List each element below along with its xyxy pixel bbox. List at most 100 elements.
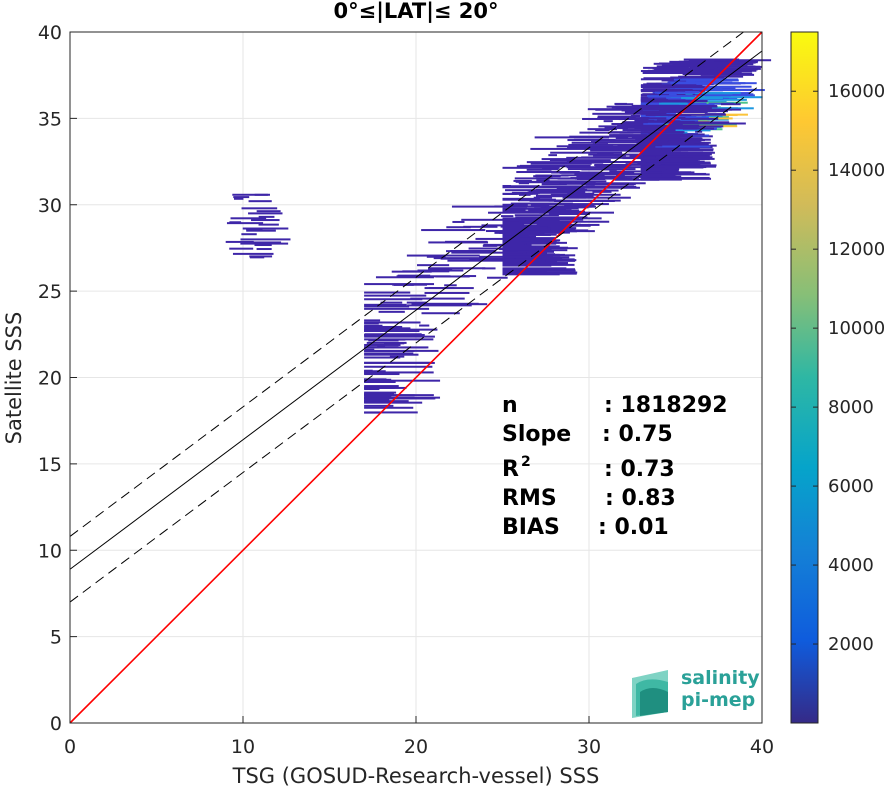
density-cell <box>701 115 723 118</box>
x-axis-ticks: 0 10 20 30 40 <box>64 716 774 758</box>
density-cell <box>635 138 711 141</box>
density-cell <box>364 391 397 394</box>
density-cell <box>225 240 254 243</box>
density-cell <box>611 122 644 125</box>
colorbar-tick-label: 10000 <box>828 318 885 339</box>
density-cell <box>514 177 589 180</box>
density-cell <box>576 175 615 178</box>
density-cell <box>552 220 610 223</box>
density-cell <box>258 223 279 226</box>
density-cell <box>675 121 730 124</box>
density-cell <box>502 261 558 264</box>
statistics-box: n : 1818292 Slope : 0.75 R 2 : 0.73 RMS … <box>502 393 728 540</box>
density-cell <box>502 203 528 206</box>
density-cell <box>629 155 644 158</box>
density-cell <box>640 100 708 103</box>
density-cell <box>614 178 660 181</box>
density-cell <box>640 165 717 168</box>
density-cell <box>482 244 498 247</box>
density-cell <box>435 275 470 278</box>
density-cell <box>576 177 611 180</box>
density-cell <box>655 145 711 148</box>
density-cell <box>229 221 242 224</box>
density-cell <box>640 96 658 99</box>
density-cell <box>364 378 392 381</box>
density-cell <box>677 91 741 94</box>
density-cell <box>475 237 506 240</box>
density-cell <box>406 254 480 257</box>
density-cell <box>597 115 636 118</box>
density-cell <box>581 195 594 198</box>
line-regression-upper <box>69 31 744 537</box>
density-cell <box>587 173 662 176</box>
density-cell <box>364 386 395 389</box>
density-cell <box>696 107 754 110</box>
density-cell <box>526 161 587 164</box>
density-cell <box>564 204 595 207</box>
density-cell <box>660 114 670 117</box>
density-cell <box>397 274 431 277</box>
density-cell <box>421 312 460 315</box>
density-cell <box>502 239 561 242</box>
density-cell <box>234 197 244 200</box>
stat-r2-superscript: 2 <box>521 454 531 470</box>
density-cell <box>647 95 695 98</box>
y-tick-label: 25 <box>38 281 62 303</box>
density-cell <box>502 270 529 273</box>
density-cell <box>487 276 508 279</box>
density-cell <box>364 325 403 328</box>
density-cell <box>573 193 593 196</box>
density-cell <box>364 411 381 414</box>
density-cell <box>545 206 589 209</box>
density-cell <box>640 156 713 159</box>
density-cell <box>636 105 708 108</box>
density-cell <box>364 365 433 368</box>
density-heatmap <box>225 58 772 414</box>
density-cell <box>502 207 572 210</box>
density-cell <box>541 158 574 161</box>
density-cell <box>535 195 584 198</box>
y-tick-label: 10 <box>38 540 62 562</box>
x-tick-label: 40 <box>750 736 774 758</box>
density-cell <box>364 397 436 400</box>
density-cell <box>468 247 536 250</box>
density-cell <box>530 147 598 150</box>
density-cell <box>364 348 375 351</box>
density-cell <box>551 209 580 212</box>
density-cell <box>417 264 450 267</box>
density-cell <box>364 305 410 308</box>
stat-r2-label: R <box>502 457 519 482</box>
density-cell <box>556 145 590 148</box>
density-cell <box>364 411 418 414</box>
density-cell <box>380 301 403 304</box>
density-cell <box>428 241 489 244</box>
density-cell <box>406 301 428 304</box>
density-cell <box>485 230 528 233</box>
density-cell <box>242 227 289 230</box>
colorbar-tick-label: 14000 <box>828 160 885 181</box>
density-cell <box>657 143 704 146</box>
density-cell <box>640 169 677 172</box>
density-cell <box>688 108 742 111</box>
density-cell <box>502 235 520 238</box>
density-cell <box>536 188 588 191</box>
density-cell <box>548 213 590 216</box>
x-tick-label: 30 <box>577 736 601 758</box>
density-cell <box>364 343 401 346</box>
stat-slope-value: : 0.75 <box>602 422 673 447</box>
density-cell <box>703 89 765 92</box>
density-cell <box>510 202 573 205</box>
density-cell <box>606 105 654 108</box>
density-cell <box>502 264 552 267</box>
density-cell <box>581 168 617 171</box>
density-cell <box>364 388 380 391</box>
density-cell <box>637 163 662 166</box>
density-cell <box>364 324 383 327</box>
density-cell <box>364 394 415 397</box>
density-cell <box>561 222 572 225</box>
density-cell <box>561 203 609 206</box>
density-cell <box>673 61 748 64</box>
colorbar-tick-label: 6000 <box>828 476 874 497</box>
stat-bias-value: : 0.01 <box>598 515 669 540</box>
